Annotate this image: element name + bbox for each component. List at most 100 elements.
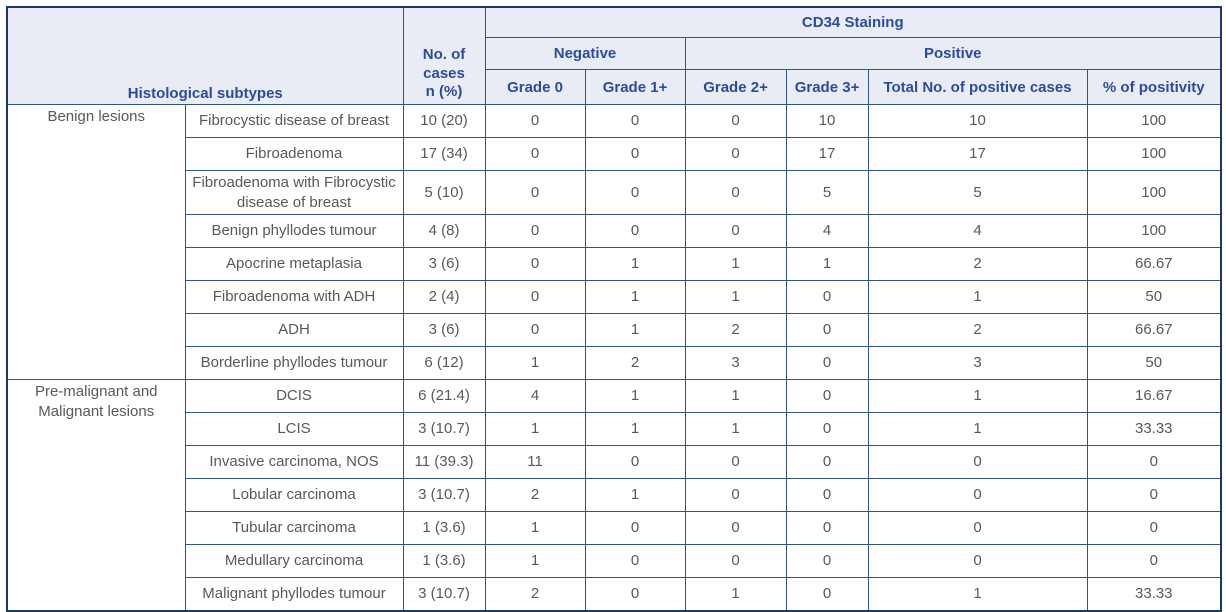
cell-pct-positivity: 100 <box>1086 137 1222 171</box>
cell-grade-2: 0 <box>684 511 787 545</box>
cell-grade-0: 0 <box>484 104 586 138</box>
cell-subtype: Benign phyllodes tumour <box>184 214 404 248</box>
cell-total-positive: 1 <box>867 379 1088 413</box>
cell-n-pct: 3 (6) <box>402 247 486 281</box>
cell-pct-positivity: 100 <box>1086 104 1222 138</box>
col-header-grade-2: Grade 2+ <box>684 69 787 105</box>
col-header-negative: Negative <box>484 37 686 70</box>
cell-subtype: Invasive carcinoma, NOS <box>184 445 404 479</box>
cell-n-pct: 1 (3.6) <box>402 511 486 545</box>
cell-n-pct: 3 (10.7) <box>402 412 486 446</box>
cell-grade-1: 0 <box>584 137 686 171</box>
cell-grade-0: 0 <box>484 137 586 171</box>
cell-grade-0: 2 <box>484 577 586 612</box>
cell-subtype: DCIS <box>184 379 404 413</box>
cell-grade-3: 0 <box>785 346 869 380</box>
cell-subtype: Apocrine metaplasia <box>184 247 404 281</box>
cell-total-positive: 17 <box>867 137 1088 171</box>
col-header-total-positive: Total No. of positive cases <box>867 69 1088 105</box>
cell-grade-2: 0 <box>684 445 787 479</box>
cell-grade-1: 2 <box>584 346 686 380</box>
cell-subtype: Medullary carcinoma <box>184 544 404 578</box>
cell-grade-1: 1 <box>584 280 686 314</box>
cell-grade-2: 0 <box>684 544 787 578</box>
cell-grade-3: 0 <box>785 478 869 512</box>
cell-grade-1: 1 <box>584 478 686 512</box>
cell-grade-1: 0 <box>584 577 686 612</box>
cell-grade-1: 1 <box>584 247 686 281</box>
cell-subtype: Lobular carcinoma <box>184 478 404 512</box>
cell-pct-positivity: 33.33 <box>1086 577 1222 612</box>
table-row: Malignant phyllodes tumour 3 (10.7) 2 0 1 0 1 3… <box>7 577 1222 612</box>
cell-pct-positivity: 0 <box>1086 445 1222 479</box>
cell-grade-2: 0 <box>684 478 787 512</box>
col-header-positive: Positive <box>684 37 1222 70</box>
cell-pct-positivity: 16.67 <box>1086 379 1222 413</box>
cell-grade-1: 0 <box>584 170 686 215</box>
cell-total-positive: 1 <box>867 280 1088 314</box>
table-row: Apocrine metaplasia 3 (6) 0 1 1 1 2 66.67 <box>7 247 1222 281</box>
cell-subtype: Fibrocystic disease of breast <box>184 104 404 138</box>
table-row: Invasive carcinoma, NOS 11 (39.3) 11 0 0 0 0 0 <box>7 445 1222 479</box>
cell-n-pct: 1 (3.6) <box>402 544 486 578</box>
cell-grade-2: 1 <box>684 379 787 413</box>
cell-grade-3: 0 <box>785 280 869 314</box>
cell-grade-2: 1 <box>684 577 787 612</box>
cell-grade-1: 0 <box>584 544 686 578</box>
cell-pct-positivity: 66.67 <box>1086 247 1222 281</box>
cell-total-positive: 0 <box>867 445 1088 479</box>
cell-grade-3: 0 <box>785 379 869 413</box>
cell-subtype: Borderline phyllodes tumour <box>184 346 404 380</box>
cell-grade-3: 0 <box>785 577 869 612</box>
cell-total-positive: 0 <box>867 544 1088 578</box>
cell-n-pct: 2 (4) <box>402 280 486 314</box>
col-header-pct-positivity: % of positivity <box>1086 69 1222 105</box>
cell-grade-1: 0 <box>584 445 686 479</box>
cell-pct-positivity: 0 <box>1086 544 1222 578</box>
cell-grade-0: 1 <box>484 346 586 380</box>
cell-subtype: Malignant phyllodes tumour <box>184 577 404 612</box>
cell-grade-2: 1 <box>684 280 787 314</box>
cell-grade-2: 0 <box>684 137 787 171</box>
cell-grade-0: 0 <box>484 313 586 347</box>
cell-grade-3: 10 <box>785 104 869 138</box>
cell-total-positive: 1 <box>867 577 1088 612</box>
table-row: ADH 3 (6) 0 1 2 0 2 66.67 <box>7 313 1222 347</box>
table-row: Fibroadenoma with ADH 2 (4) 0 1 1 0 1 50 <box>7 280 1222 314</box>
cell-grade-2: 0 <box>684 214 787 248</box>
cell-total-positive: 0 <box>867 478 1088 512</box>
cell-grade-3: 0 <box>785 445 869 479</box>
table-row: Benign phyllodes tumour 4 (8) 0 0 0 4 4 100 <box>7 214 1222 248</box>
group-label: Benign lesions <box>6 104 186 380</box>
cell-n-pct: 6 (12) <box>402 346 486 380</box>
cell-grade-3: 0 <box>785 412 869 446</box>
cell-grade-2: 0 <box>684 170 787 215</box>
cell-grade-3: 4 <box>785 214 869 248</box>
col-header-grade-0: Grade 0 <box>484 69 586 105</box>
cell-pct-positivity: 0 <box>1086 511 1222 545</box>
cell-subtype: Fibroadenoma with ADH <box>184 280 404 314</box>
table-body: Benign lesions Fibrocystic disease of bre… <box>6 104 1222 612</box>
cell-total-positive: 2 <box>867 247 1088 281</box>
cell-total-positive: 3 <box>867 346 1088 380</box>
cell-grade-2: 3 <box>684 346 787 380</box>
cell-pct-positivity: 100 <box>1086 214 1222 248</box>
cd34-staining-table: Histological subtypes No. of cases n (%)… <box>6 6 1223 612</box>
cell-grade-3: 17 <box>785 137 869 171</box>
cell-pct-positivity: 66.67 <box>1086 313 1222 347</box>
cell-total-positive: 5 <box>867 170 1088 215</box>
cell-total-positive: 10 <box>867 104 1088 138</box>
table-row: Tubular carcinoma 1 (3.6) 1 0 0 0 0 0 <box>7 511 1222 545</box>
cell-grade-0: 0 <box>484 247 586 281</box>
cell-grade-3: 0 <box>785 313 869 347</box>
cell-subtype: ADH <box>184 313 404 347</box>
cell-grade-0: 1 <box>484 412 586 446</box>
col-header-no-of-cases: No. of cases n (%) <box>402 6 486 105</box>
col-header-cd34-staining: CD34 Staining <box>484 6 1222 38</box>
cell-grade-1: 0 <box>584 511 686 545</box>
cell-grade-0: 1 <box>484 511 586 545</box>
cell-subtype: Tubular carcinoma <box>184 511 404 545</box>
header-row-2: Negative Positive <box>7 37 1222 70</box>
table-row: Borderline phyllodes tumour 6 (12) 1 2 3 0 3 50 <box>7 346 1222 380</box>
cell-total-positive: 4 <box>867 214 1088 248</box>
